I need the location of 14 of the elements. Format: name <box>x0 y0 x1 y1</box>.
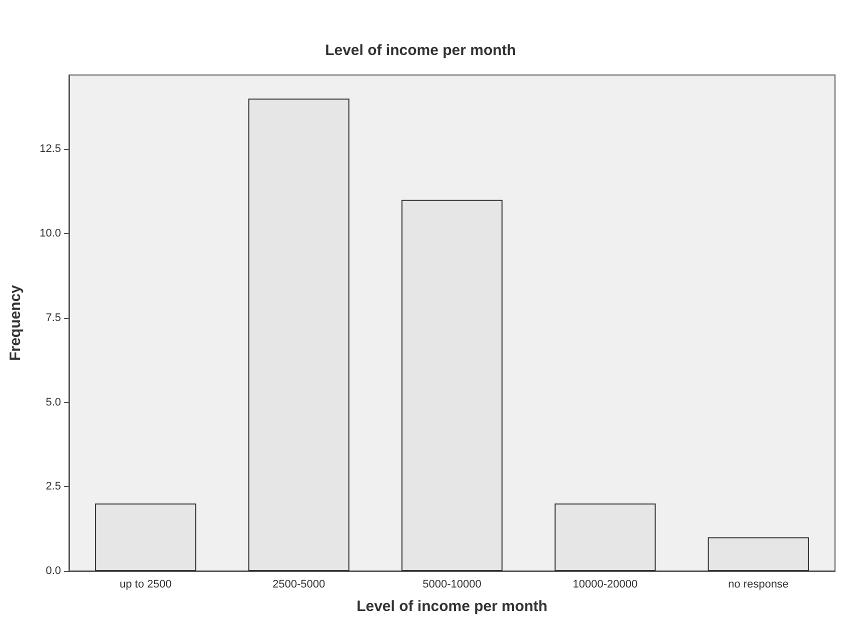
y-tick-label: 7.5 <box>46 312 61 324</box>
chart-title: Level of income per month <box>325 42 516 59</box>
y-tick-label: 0.0 <box>46 565 61 577</box>
x-tick-label: no response <box>728 578 789 590</box>
x-axis-title: Level of income per month <box>356 598 548 615</box>
x-tick-label: 10000-20000 <box>572 578 638 590</box>
y-tick-label: 2.5 <box>46 480 61 493</box>
y-tick-label: 5.0 <box>46 396 61 408</box>
y-axis-title: Frequency <box>7 284 24 361</box>
y-tick-label: 10.0 <box>40 228 61 240</box>
y-tick-label: 12.5 <box>40 143 61 156</box>
x-tick-label: up to 2500 <box>120 578 172 590</box>
x-tick-label: 5000-10000 <box>422 578 482 590</box>
x-tick-label: 2500-5000 <box>272 578 326 590</box>
